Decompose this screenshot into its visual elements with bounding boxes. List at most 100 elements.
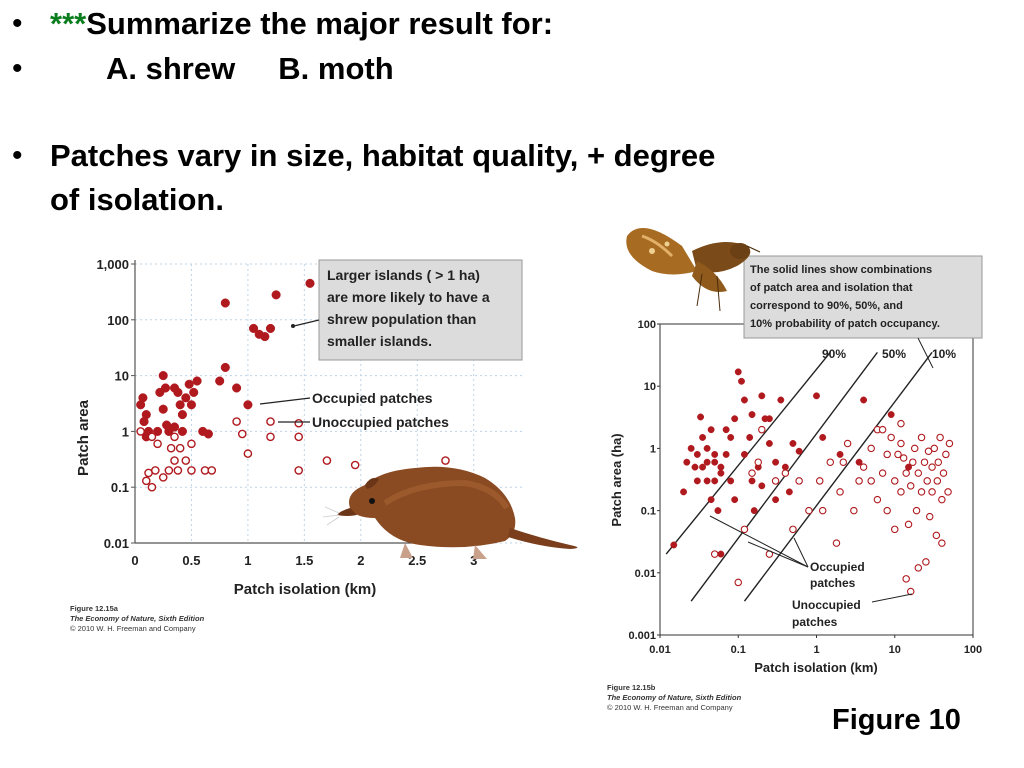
caption-figure: Figure 12.15a [70, 604, 118, 613]
occupied-point [670, 541, 678, 549]
unoccupied-point [894, 450, 902, 459]
unoccupied-point [151, 466, 160, 475]
unoccupied-point [166, 443, 176, 453]
line-label-50: 50% [882, 347, 906, 361]
bullet-dot: • [12, 7, 23, 40]
occupied-point [141, 410, 151, 420]
occupied-point [680, 488, 688, 496]
x-tick-label: 0.1 [731, 644, 746, 656]
unoccupied-point [890, 477, 899, 485]
unoccupied-point [187, 439, 196, 449]
unoccupied-point [867, 444, 875, 453]
unoccupied-point [928, 463, 936, 471]
y-tick-label: 0.1 [111, 480, 129, 495]
caption-a: Figure 12.15a The Economy of Nature, Six… [70, 604, 204, 634]
y-tick-label: 1,000 [96, 257, 129, 272]
annotation-occupied: Occupied [810, 560, 865, 574]
occupied-point [220, 362, 230, 372]
unoccupied-point [925, 512, 934, 521]
occupied-point [699, 433, 707, 441]
x-tick-label: 100 [964, 644, 982, 656]
y-tick-label: 100 [638, 319, 656, 331]
unoccupied-point [266, 417, 275, 426]
unoccupied-point [928, 488, 936, 496]
unoccupied-point [322, 456, 332, 465]
unoccupied-point [922, 558, 930, 566]
unoccupied-point [147, 482, 157, 492]
occupied-point [746, 433, 754, 441]
unoccupied-point [936, 433, 944, 442]
occupied-point [731, 496, 739, 504]
y-tick-label: 0.1 [641, 506, 656, 518]
caption-book: The Economy of Nature, Sixth Edition [70, 614, 205, 623]
y-tick-label: 1 [650, 443, 656, 455]
occupied-point [714, 507, 722, 515]
y-axis-label: Patch area [75, 399, 92, 476]
moth-illustration [626, 228, 761, 312]
occupied-point [765, 415, 773, 423]
occupied-point [772, 458, 780, 466]
bullet-3-line-1: Patches vary in size, habitat quality, +… [50, 138, 716, 173]
unoccupied-point [878, 469, 887, 477]
unoccupied-point [944, 488, 952, 496]
x-tick-label: 0 [131, 553, 138, 568]
caption-copyright: © 2010 W. H. Freeman and Company [70, 624, 196, 633]
figure-label: Figure 10 [832, 704, 961, 736]
occupied-point [707, 496, 715, 504]
occupied-point [707, 426, 715, 434]
occupied-point [175, 400, 185, 410]
unoccupied-point [771, 477, 780, 485]
unoccupied-point [815, 477, 824, 485]
occupied-point [711, 450, 719, 458]
unoccupied-point [883, 506, 891, 515]
occupied-point [683, 458, 691, 466]
unoccupied-point [902, 469, 910, 477]
occupied-point [699, 463, 707, 471]
occupied-point [220, 298, 230, 308]
unoccupied-point [836, 488, 844, 496]
unoccupied-point [887, 433, 895, 442]
unoccupied-point [897, 488, 905, 496]
line-label-10: 10% [932, 347, 956, 361]
occupied-point [785, 488, 793, 496]
occupied-point [740, 396, 748, 404]
unoccupied-point [912, 506, 921, 515]
x-tick-label: 2.5 [408, 553, 426, 568]
occupied-point [169, 422, 180, 432]
unoccupied-point [795, 477, 803, 485]
unoccupied-point [939, 469, 948, 477]
unoccupied-point [748, 469, 756, 477]
caption-book: The Economy of Nature, Sixth Edition [607, 693, 742, 702]
callout-line: The solid lines show combinations [750, 264, 932, 276]
shrew-illustration [322, 466, 578, 559]
unoccupied-point [818, 506, 827, 515]
unoccupied-point [914, 469, 923, 477]
y-tick-label: 0.01 [104, 536, 129, 551]
occupied-point [722, 426, 730, 434]
x-tick-label: 1 [244, 553, 251, 568]
moth-chart: 0.001 0.01 0.1 1 10 100 0.01 0.1 1 10 100 Patch ar… [609, 228, 983, 675]
x-tick-label: 1 [813, 644, 819, 656]
occupied-point [186, 400, 197, 410]
y-tick-label: 10 [644, 381, 656, 393]
occupied-point [138, 393, 148, 403]
occupied-point [703, 477, 711, 485]
occupied-point [819, 433, 827, 441]
occupied-point [740, 450, 748, 458]
unoccupied-point [136, 427, 145, 436]
callout-box: Larger islands ( > 1 ha) are more likely… [291, 259, 523, 361]
x-tick-label: 3 [470, 553, 477, 568]
occupied-point [691, 463, 699, 471]
unoccupied-point [826, 458, 835, 466]
unoccupied-point [902, 575, 910, 583]
unoccupied-point [141, 476, 151, 486]
unoccupied-point [441, 456, 450, 465]
annotation-unoccupied-2: patches [792, 615, 838, 629]
unoccupied-point [843, 439, 852, 448]
probability-line-50 [690, 351, 878, 602]
unoccupied-point [740, 525, 749, 534]
unoccupied-point [207, 466, 217, 475]
occupied-point [177, 426, 187, 436]
unoccupied-point [832, 539, 841, 547]
unoccupied-point [945, 439, 954, 448]
